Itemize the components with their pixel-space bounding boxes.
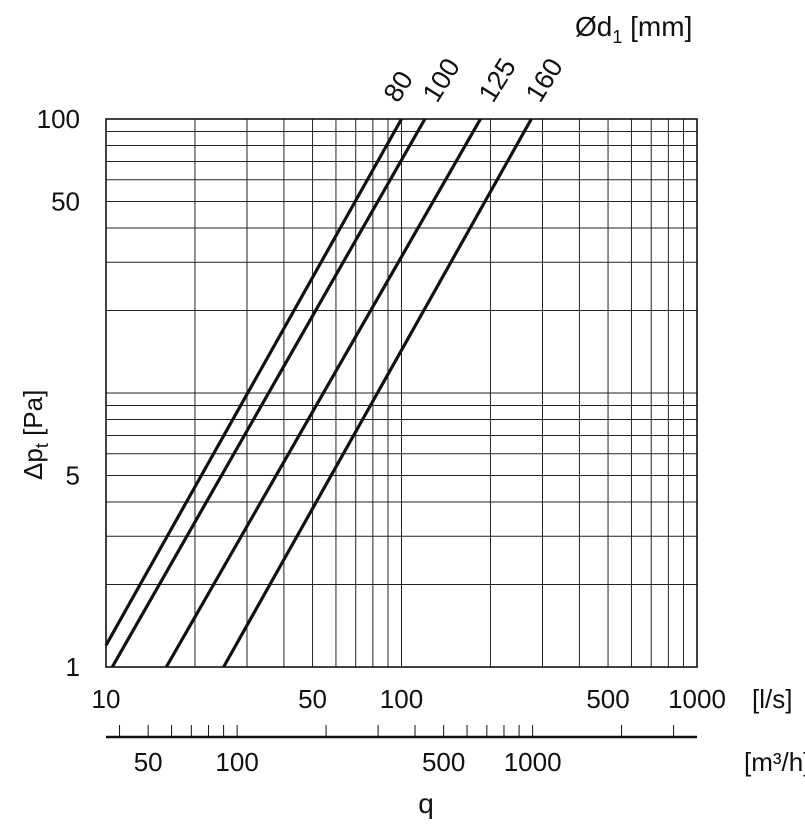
series-label-125: 125 <box>473 53 522 107</box>
series-line-100 <box>110 118 427 668</box>
plot-frame <box>105 118 698 668</box>
series-line-160 <box>222 118 533 668</box>
x-tick-label: 10 <box>92 684 121 714</box>
grid <box>106 119 697 667</box>
series-line-80 <box>104 118 403 647</box>
series-label-160: 160 <box>520 53 569 107</box>
series-label-100: 100 <box>417 53 466 107</box>
x2-tick-label: 50 <box>134 747 163 777</box>
axes <box>105 118 698 739</box>
series-title: Ød1 [mm] <box>575 11 692 47</box>
x-axis-label: q <box>418 788 434 819</box>
x-tick-label: 1000 <box>668 684 726 714</box>
y-axis-label: Δpt [Pa] <box>18 390 52 480</box>
series-label-80: 80 <box>378 66 419 107</box>
y-tick-label: 5 <box>66 460 80 490</box>
x2-tick-label: 1000 <box>504 747 562 777</box>
x-tick-label: 50 <box>298 684 327 714</box>
x2-tick-label: 500 <box>422 747 465 777</box>
x-axis-unit: [l/s] <box>752 684 792 714</box>
x-tick-label: 500 <box>586 684 629 714</box>
x-tick-label: 100 <box>380 684 423 714</box>
series-line-125 <box>164 118 482 668</box>
x2-axis-unit: [m³/h] <box>744 747 805 777</box>
x2-tick-label: 100 <box>215 747 258 777</box>
y-tick-label: 1 <box>66 652 80 682</box>
y-tick-label: 50 <box>51 186 80 216</box>
series-lines <box>104 118 533 668</box>
y-tick-label: 100 <box>37 104 80 134</box>
